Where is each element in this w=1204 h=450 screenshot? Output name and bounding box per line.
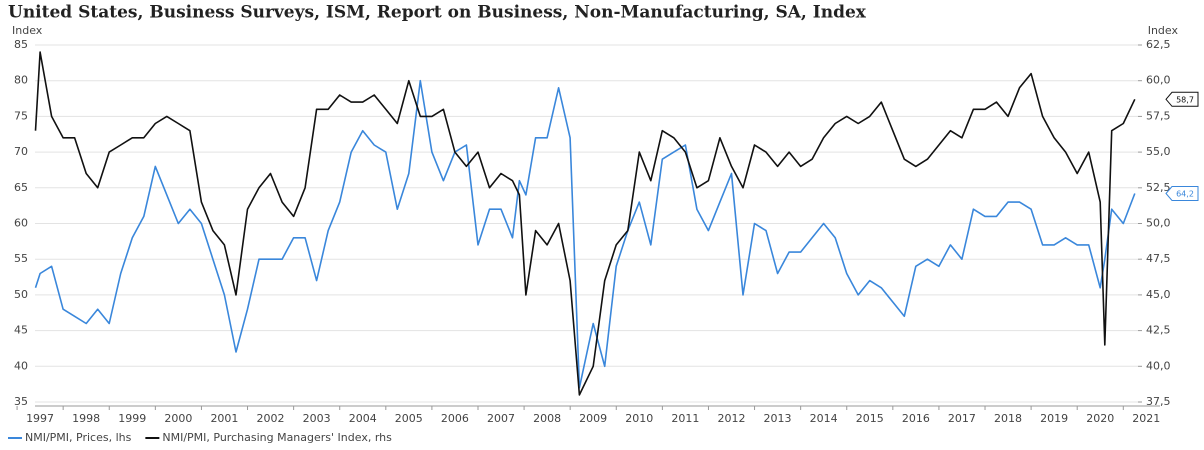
- x-tick-label: 2001: [210, 412, 238, 425]
- y-tick-label: 75: [14, 109, 28, 122]
- annotation-label: 64,2: [1176, 190, 1194, 199]
- y2-tick-label: 40,0: [1146, 359, 1171, 372]
- x-tick-label: 1999: [118, 412, 146, 425]
- x-tick-label: 2010: [625, 412, 653, 425]
- y-tick-label: 65: [14, 181, 28, 194]
- x-tick-label: 2002: [257, 412, 285, 425]
- x-tick-label: 2009: [579, 412, 607, 425]
- y2-tick-label: 57,5: [1146, 109, 1171, 122]
- x-tick-label: 2013: [764, 412, 792, 425]
- y2-tick-label: 47,5: [1146, 252, 1171, 265]
- series-line: [34, 79, 1136, 389]
- y2-tick-label: 62,5: [1146, 38, 1171, 51]
- y2-tick-label: 50,0: [1146, 217, 1171, 230]
- series-line: [34, 51, 1136, 396]
- x-tick-label: 2007: [487, 412, 515, 425]
- x-tick-label: 2015: [856, 412, 884, 425]
- y2-axis-label: Index: [1148, 24, 1179, 37]
- y-tick-label: 35: [14, 395, 28, 408]
- y2-tick-label: 42,5: [1146, 324, 1171, 337]
- x-tick-label: 2021: [1132, 412, 1160, 425]
- x-tick-label: 2004: [349, 412, 377, 425]
- y2-tick-label: 45,0: [1146, 288, 1171, 301]
- x-tick-label: 2018: [994, 412, 1022, 425]
- x-tick-label: 1998: [72, 412, 100, 425]
- annotation-box: [1165, 186, 1199, 202]
- x-tick-label: 2011: [671, 412, 699, 425]
- y-tick-label: 85: [14, 38, 28, 51]
- chart-title: United States, Business Surveys, ISM, Re…: [8, 3, 867, 23]
- x-tick-label: 1997: [26, 412, 54, 425]
- y-tick-label: 80: [14, 74, 28, 87]
- annotation-box: [1165, 91, 1199, 107]
- x-tick-label: 2017: [948, 412, 976, 425]
- x-tick-label: 2020: [1086, 412, 1114, 425]
- x-tick-label: 2019: [1040, 412, 1068, 425]
- x-tick-label: 2012: [717, 412, 745, 425]
- y2-tick-label: 37,5: [1146, 395, 1171, 408]
- y-tick-label: 45: [14, 324, 28, 337]
- y-tick-label: 70: [14, 145, 28, 158]
- y-tick-label: 50: [14, 288, 28, 301]
- y2-tick-label: 60,0: [1146, 74, 1171, 87]
- annotation-label: 58,7: [1176, 95, 1194, 104]
- x-tick-label: 2014: [810, 412, 838, 425]
- x-tick-label: 2016: [902, 412, 930, 425]
- x-tick-label: 2005: [395, 412, 423, 425]
- y-tick-label: 40: [14, 359, 28, 372]
- legend-label: NMI/PMI, Prices, lhs: [25, 431, 132, 444]
- x-tick-label: 2006: [441, 412, 469, 425]
- y2-tick-label: 52,5: [1146, 181, 1171, 194]
- y2-tick-label: 55,0: [1146, 145, 1171, 158]
- x-tick-label: 2000: [164, 412, 192, 425]
- x-tick-label: 2003: [303, 412, 331, 425]
- legend-label: NMI/PMI, Purchasing Managers' Index, rhs: [162, 431, 392, 444]
- y-tick-label: 55: [14, 252, 28, 265]
- y-tick-label: 60: [14, 217, 28, 230]
- x-tick-label: 2008: [533, 412, 561, 425]
- y-axis-label: Index: [12, 24, 43, 37]
